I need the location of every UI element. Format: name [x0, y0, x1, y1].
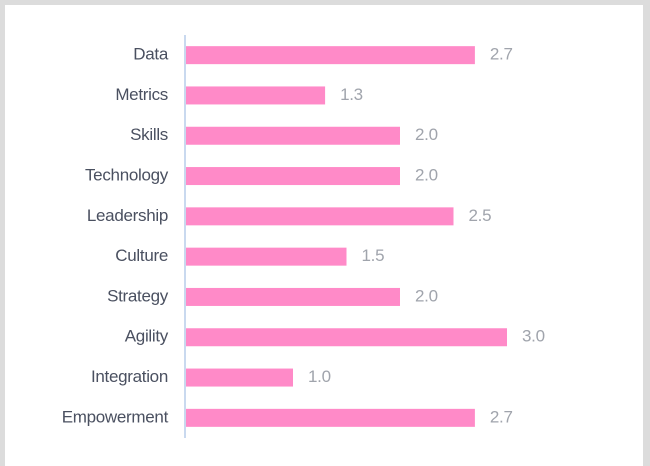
category-label: Empowerment: [62, 407, 169, 426]
value-label: 2.5: [469, 206, 492, 225]
value-label: 1.5: [362, 246, 385, 265]
bar: [186, 86, 326, 105]
bar: [186, 46, 475, 65]
bar: [186, 368, 293, 387]
category-label: Strategy: [107, 286, 169, 305]
panel: [5, 5, 643, 466]
category-label: Leadership: [87, 206, 168, 225]
category-label: Agility: [125, 327, 169, 346]
value-label: 1.0: [308, 367, 331, 386]
bar: [186, 126, 400, 145]
category-label: Technology: [85, 166, 169, 185]
value-label: 2.7: [490, 45, 513, 64]
bar: [186, 328, 507, 347]
category-label: Skills: [130, 125, 168, 144]
bar: [186, 408, 475, 427]
bar: [186, 167, 400, 186]
value-label: 3.0: [522, 327, 545, 346]
category-label: Culture: [115, 246, 168, 265]
value-label: 2.7: [490, 407, 513, 426]
value-label: 2.0: [415, 125, 438, 144]
bar: [186, 287, 400, 306]
value-label: 2.0: [415, 166, 438, 185]
category-label: Metrics: [115, 85, 168, 104]
value-label: 2.0: [415, 286, 438, 305]
value-label: 1.3: [340, 85, 363, 104]
category-label: Integration: [91, 367, 168, 386]
bar: [186, 207, 454, 226]
category-label: Data: [133, 45, 169, 64]
bar: [186, 247, 347, 266]
